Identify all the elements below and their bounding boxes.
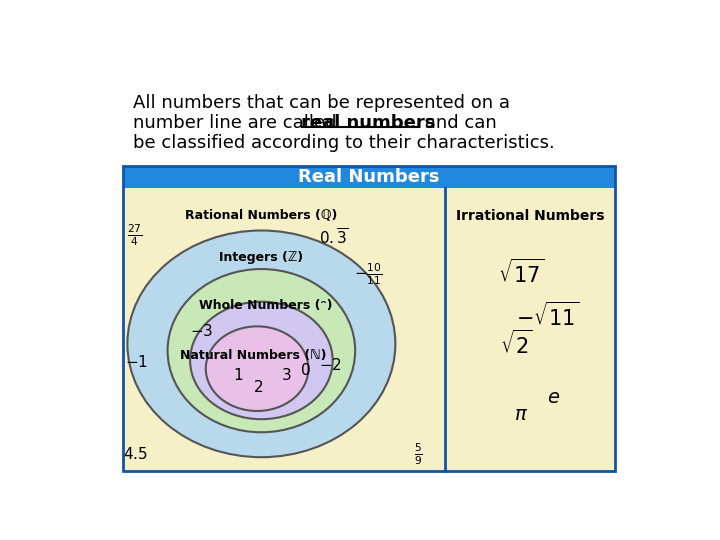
Text: $0$: $0$ [300, 362, 310, 379]
Text: and can: and can [419, 114, 497, 132]
Bar [122, 188, 446, 471]
Text: $\frac{5}{9}$: $\frac{5}{9}$ [414, 442, 423, 467]
Text: $\pi$: $\pi$ [514, 405, 528, 424]
Ellipse shape [127, 231, 395, 457]
Bar [446, 188, 616, 471]
Text: number line are called: number line are called [132, 114, 342, 132]
Text: $e$: $e$ [547, 388, 560, 407]
Text: $-\frac{10}{11}$: $-\frac{10}{11}$ [354, 262, 383, 287]
Text: $\frac{27}{4}$: $\frac{27}{4}$ [127, 222, 143, 247]
Text: Real Numbers: Real Numbers [298, 168, 440, 186]
Text: $4.5$: $4.5$ [122, 447, 148, 462]
Text: $0.\overline{3}$: $0.\overline{3}$ [319, 227, 348, 248]
Text: Integers (ℤ): Integers (ℤ) [220, 251, 303, 264]
Text: $1$: $1$ [233, 367, 244, 383]
Text: $-\sqrt{11}$: $-\sqrt{11}$ [516, 301, 580, 330]
Ellipse shape [190, 302, 333, 419]
Bar [122, 166, 616, 188]
Ellipse shape [206, 326, 308, 411]
Text: All numbers that can be represented on a: All numbers that can be represented on a [132, 94, 510, 112]
Ellipse shape [168, 269, 355, 432]
Text: Whole Numbers (ᵔ): Whole Numbers (ᵔ) [199, 299, 332, 312]
Text: $-1$: $-1$ [125, 354, 148, 370]
Text: $2$: $2$ [253, 379, 264, 395]
Text: Natural Numbers (ℕ): Natural Numbers (ℕ) [180, 349, 326, 362]
Text: $3$: $3$ [281, 367, 291, 383]
Text: Irrational Numbers: Irrational Numbers [456, 210, 605, 224]
Bar [122, 166, 616, 471]
Text: $-3$: $-3$ [189, 323, 213, 339]
Text: $\sqrt{17}$: $\sqrt{17}$ [498, 259, 544, 287]
Text: $-2$: $-2$ [320, 357, 342, 373]
Text: Rational Numbers (ℚ): Rational Numbers (ℚ) [185, 208, 338, 221]
Text: $\sqrt{2}$: $\sqrt{2}$ [500, 330, 533, 358]
Text: be classified according to their characteristics.: be classified according to their charact… [132, 134, 554, 152]
Text: real numbers: real numbers [301, 114, 435, 132]
